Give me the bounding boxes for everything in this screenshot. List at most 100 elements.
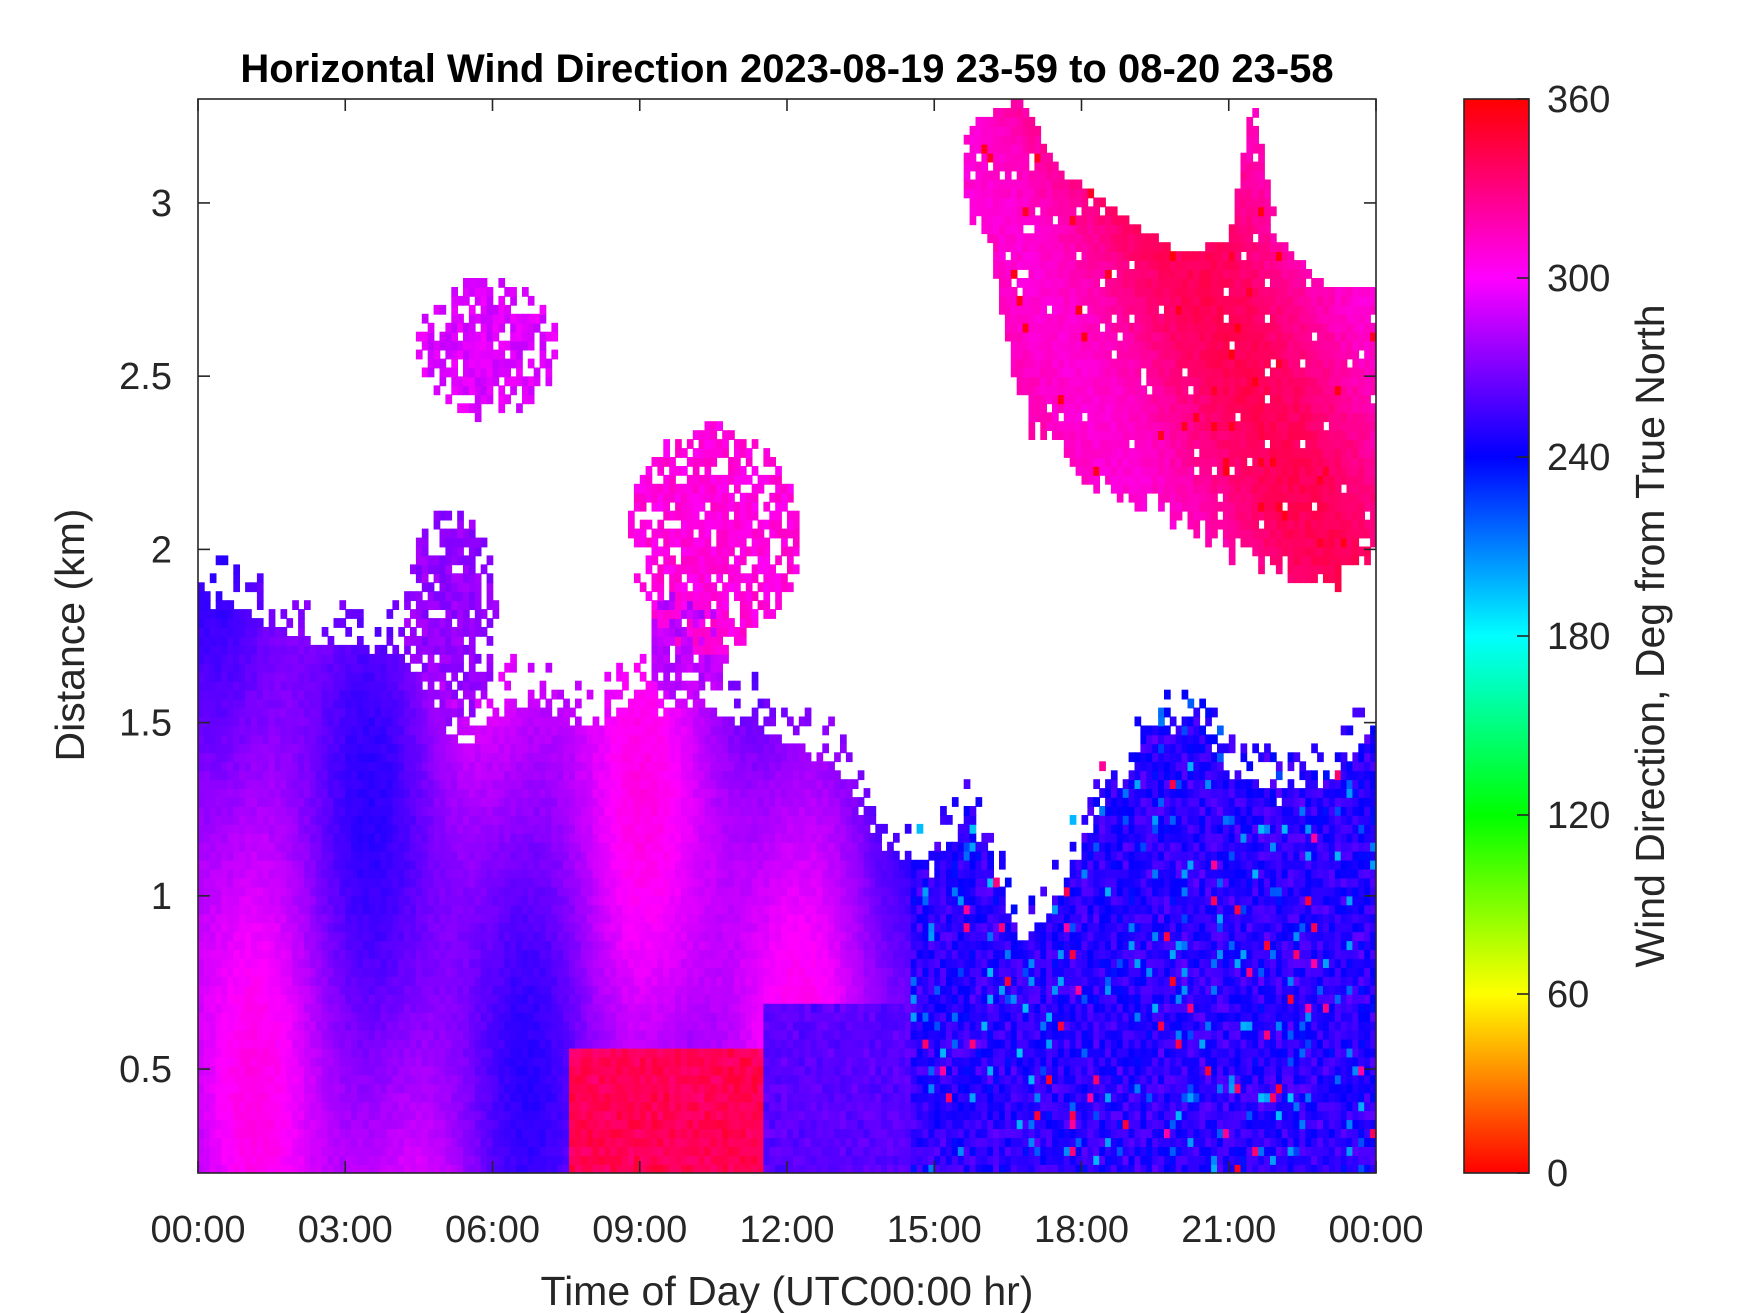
heatmap-cell <box>657 466 665 476</box>
heatmap-cell <box>315 1119 323 1130</box>
heatmap-cell <box>527 994 535 1004</box>
heatmap-cell <box>633 895 641 906</box>
heatmap-cell <box>386 1092 394 1103</box>
heatmap-cell <box>504 841 511 852</box>
heatmap-cell <box>657 877 665 888</box>
heatmap-cell <box>221 797 229 807</box>
heatmap-cell <box>463 287 470 297</box>
heatmap-cell <box>209 662 217 673</box>
heatmap-cell <box>651 707 659 718</box>
heatmap-cell <box>233 940 240 951</box>
heatmap-cell <box>522 797 529 807</box>
heatmap-cell <box>345 841 352 852</box>
heatmap-cell <box>468 636 476 646</box>
heatmap-cell <box>203 832 211 843</box>
heatmap-cell <box>616 1029 623 1040</box>
heatmap-cell <box>616 886 623 897</box>
heatmap-cell <box>463 1056 470 1067</box>
heatmap-cell <box>233 707 240 718</box>
heatmap-cell <box>262 1065 270 1076</box>
heatmap-cell <box>645 519 653 530</box>
heatmap-cell <box>357 877 364 888</box>
heatmap-cell <box>292 1083 299 1094</box>
heatmap-cell <box>628 510 635 521</box>
heatmap-cell <box>233 1074 240 1085</box>
heatmap-cell <box>321 806 329 816</box>
heatmap-cell <box>239 868 246 879</box>
heatmap-cell <box>233 1101 240 1112</box>
heatmap-cell <box>392 895 400 906</box>
heatmap-cell <box>315 761 323 772</box>
heatmap-cell <box>368 823 376 834</box>
heatmap-cell <box>663 1038 670 1049</box>
heatmap-cell <box>233 671 240 682</box>
heatmap-cell <box>339 1146 347 1156</box>
heatmap-cell <box>333 850 341 861</box>
heatmap-cell <box>516 806 523 816</box>
heatmap-cell <box>468 841 476 852</box>
heatmap-cell <box>392 886 400 897</box>
heatmap-cell <box>592 1074 600 1085</box>
heatmap-cell <box>227 662 235 673</box>
heatmap-cell <box>245 1137 252 1147</box>
heatmap-cell <box>345 985 352 995</box>
heatmap-cell <box>445 698 453 709</box>
heatmap-cell <box>628 797 635 807</box>
heatmap-cell <box>533 859 541 870</box>
heatmap-cell <box>321 1146 329 1156</box>
heatmap-cell <box>410 1083 417 1094</box>
heatmap-cell <box>298 797 305 807</box>
heatmap-cell <box>433 752 441 763</box>
heatmap-cell <box>557 779 564 789</box>
heatmap-cell <box>392 600 400 610</box>
heatmap-cell <box>268 1056 276 1067</box>
heatmap-cell <box>580 895 588 906</box>
heatmap-cell <box>486 662 494 673</box>
heatmap-cell <box>368 1011 376 1022</box>
heatmap-cell <box>539 725 547 736</box>
heatmap-cell <box>374 662 382 673</box>
heatmap-cell <box>292 716 299 727</box>
heatmap-cell <box>468 779 476 789</box>
heatmap-cell <box>498 671 506 682</box>
heatmap-cell <box>239 859 246 870</box>
heatmap-cell <box>616 806 623 816</box>
heatmap-cell <box>327 922 335 933</box>
heatmap-cell <box>463 331 470 342</box>
heatmap-cell <box>633 841 641 852</box>
heatmap-cell <box>309 1083 317 1094</box>
heatmap-cell <box>651 761 659 772</box>
heatmap-cell <box>586 1083 594 1094</box>
heatmap-cell <box>463 1020 470 1031</box>
heatmap-cell <box>457 313 464 324</box>
heatmap-cell <box>286 1146 294 1156</box>
heatmap-cell <box>198 680 205 691</box>
heatmap-cell <box>522 1119 529 1130</box>
heatmap-cell <box>386 931 394 942</box>
heatmap-cell <box>486 815 494 825</box>
heatmap-cell <box>463 904 470 915</box>
heatmap-cell <box>645 707 653 718</box>
heatmap-cell <box>274 823 282 834</box>
heatmap-cell <box>445 1119 453 1130</box>
heatmap-cell <box>421 1137 429 1147</box>
heatmap-cell <box>203 636 211 646</box>
heatmap-cell <box>522 725 529 736</box>
heatmap-cell <box>651 976 659 986</box>
heatmap-cell <box>427 716 435 727</box>
heatmap-cell <box>198 653 205 664</box>
heatmap-cell <box>227 1020 235 1031</box>
heatmap-cell <box>268 1110 276 1121</box>
heatmap-cell <box>415 1128 423 1139</box>
heatmap-cell <box>404 859 411 870</box>
heatmap-cell <box>256 1038 264 1049</box>
heatmap-cell <box>333 1074 341 1085</box>
heatmap-cell <box>256 1002 264 1013</box>
heatmap-cell <box>315 689 323 700</box>
heatmap-cell <box>368 868 376 879</box>
heatmap-cell <box>339 1074 347 1085</box>
heatmap-cell <box>304 680 311 691</box>
heatmap-cell <box>563 1065 570 1076</box>
heatmap-cell <box>380 788 388 798</box>
heatmap-cell <box>610 850 617 861</box>
